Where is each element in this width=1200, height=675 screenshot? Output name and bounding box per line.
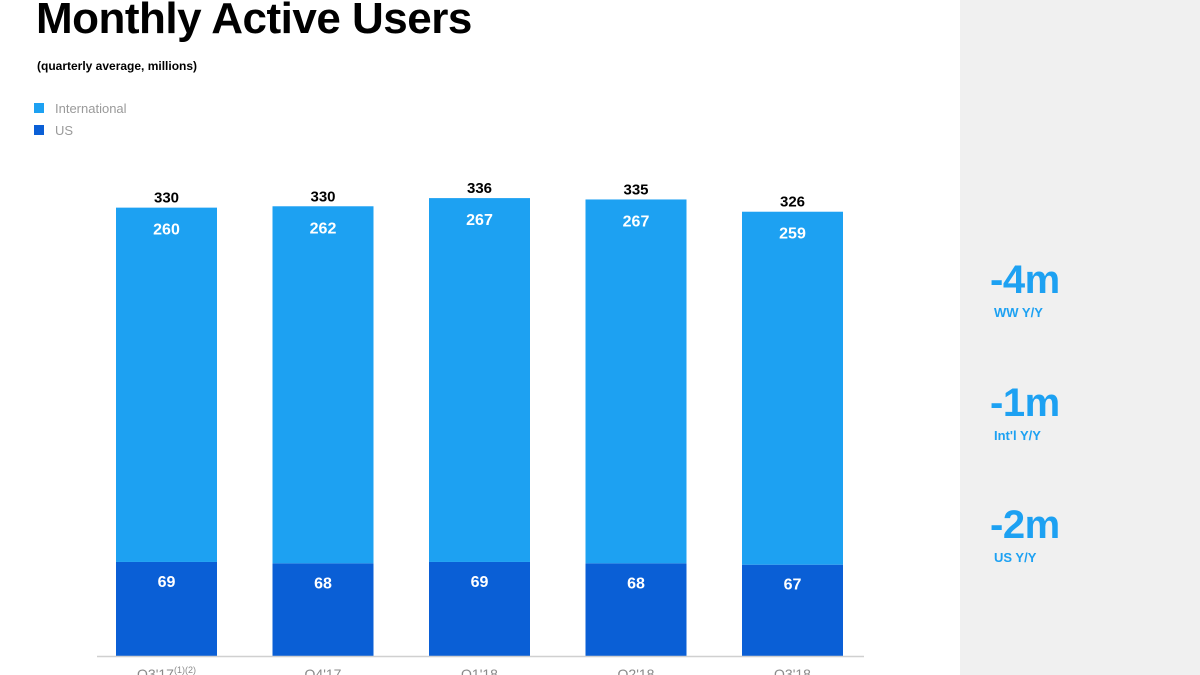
x-tick-label: Q1'18 (461, 666, 498, 675)
page-subtitle: (quarterly average, millions) (37, 59, 198, 73)
stat-us-yoy-label: US Y/Y (994, 550, 1037, 565)
bar-international (272, 206, 374, 564)
legend-swatch-international (34, 103, 44, 113)
bar-international (742, 211, 843, 565)
bar-international (585, 199, 687, 564)
data-label-total: 326 (780, 194, 805, 211)
data-label-total: 336 (467, 180, 492, 197)
legend-label-international: International (55, 100, 127, 116)
x-tick-label: Q2'18 (618, 666, 655, 675)
stat-intl-yoy: -1m Int'l Y/Y (990, 383, 1060, 443)
legend-item-international: International (34, 97, 127, 119)
stat-intl-yoy-label: Int'l Y/Y (994, 428, 1041, 443)
data-label-us: 68 (627, 575, 645, 592)
stat-us-yoy: -2m US Y/Y (990, 505, 1060, 565)
data-label-total: 335 (623, 181, 648, 198)
page-title: Monthly Active Users (36, 0, 472, 43)
data-label-international: 260 (153, 222, 180, 239)
bar-us (272, 563, 374, 656)
stat-intl-yoy-value: -1m (990, 381, 1060, 425)
summary-panel: -4m WW Y/Y -1m Int'l Y/Y -2m US Y/Y (960, 0, 1200, 675)
bar-us (585, 563, 687, 656)
legend-label-us: US (55, 122, 74, 138)
data-label-total: 330 (310, 188, 335, 205)
data-label-us: 68 (314, 575, 332, 592)
bar-us (429, 561, 530, 656)
chart-legend: International US (34, 97, 127, 141)
legend-item-us: US (34, 119, 127, 141)
x-tick-label: Q3'18 (774, 666, 811, 675)
data-label-us: 67 (784, 577, 802, 594)
stat-ww-yoy: -4m WW Y/Y (990, 260, 1060, 320)
x-tick-label: Q4'17 (305, 666, 342, 675)
x-tick-label: Q3'17(1)(2) (137, 665, 196, 675)
data-label-total: 330 (154, 190, 179, 207)
bar-us (742, 564, 843, 656)
legend-swatch-us (34, 125, 44, 135)
data-label-international: 267 (466, 212, 493, 229)
stat-us-yoy-value: -2m (990, 503, 1060, 547)
stat-ww-yoy-value: -4m (990, 258, 1060, 302)
stat-ww-yoy-label: WW Y/Y (994, 305, 1043, 320)
bar-us (116, 561, 217, 656)
bar-international (116, 207, 217, 562)
bar-international (429, 198, 530, 562)
data-label-us: 69 (471, 574, 489, 591)
x-tick-footnote: (1)(2) (174, 665, 196, 675)
stacked-bar-chart: 260 69 330 Q3'17(1)(2) 262 68 330 Q4'17 267 69 336… (97, 180, 864, 675)
data-label-international: 262 (310, 220, 337, 237)
data-label-us: 69 (158, 574, 176, 591)
data-label-international: 259 (779, 226, 806, 243)
data-label-international: 267 (623, 213, 650, 230)
